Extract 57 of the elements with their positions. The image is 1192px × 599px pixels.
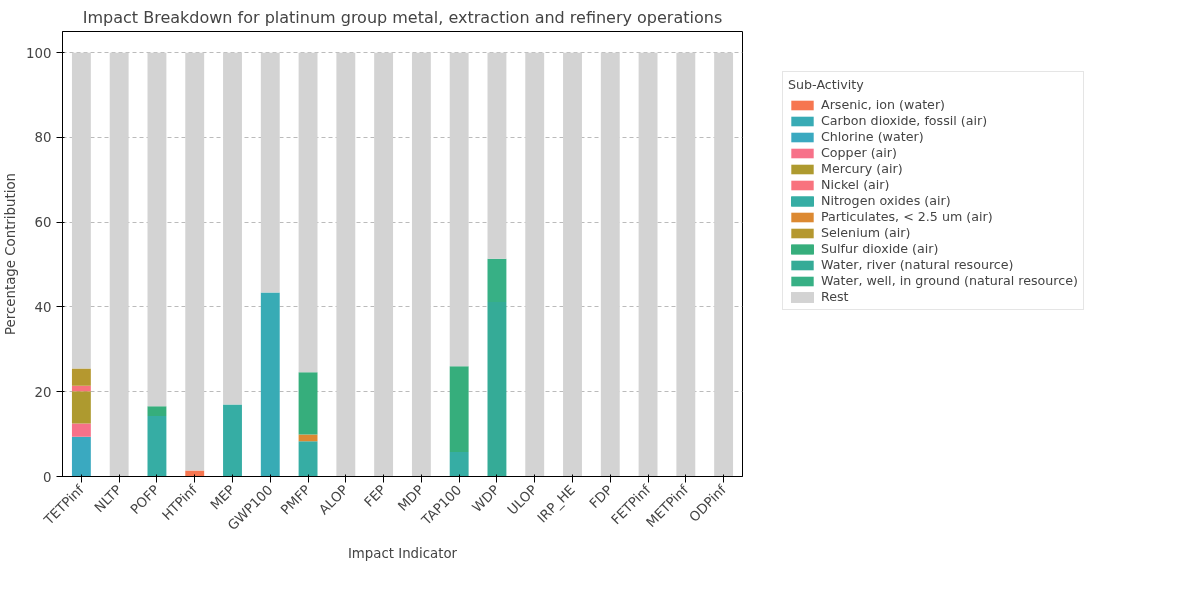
- bar: [374, 52, 394, 477]
- bar: [298, 441, 318, 477]
- bar: [147, 415, 167, 477]
- bar: [563, 52, 582, 477]
- bar: [449, 366, 469, 452]
- bar: [223, 52, 242, 405]
- bar: [600, 52, 620, 477]
- legend-label: Nitrogen oxides (air): [821, 193, 951, 208]
- bar: [71, 52, 91, 369]
- bar: [449, 451, 469, 477]
- y-tick-label: 40: [34, 299, 52, 315]
- bar: [298, 52, 318, 373]
- bar: [298, 372, 318, 435]
- y-tick-label: 20: [34, 384, 52, 400]
- bar: [487, 258, 507, 302]
- legend-title: Sub-Activity: [788, 77, 865, 92]
- x-tick-label: FEP: [361, 482, 389, 510]
- legend-label: Rest: [821, 289, 849, 304]
- bar: [71, 436, 91, 477]
- legend-label: Arsenic, ion (water): [821, 97, 946, 112]
- legend-label: Carbon dioxide, fossil (air): [821, 113, 988, 128]
- bar: [336, 52, 356, 477]
- y-tick-label: 60: [34, 215, 52, 231]
- bar: [147, 406, 167, 416]
- bar: [676, 52, 696, 477]
- bar: [638, 52, 658, 477]
- legend-label: Nickel (air): [821, 177, 890, 192]
- bar: [185, 52, 205, 471]
- y-tick-label: 100: [26, 45, 52, 61]
- y-tick-label: 80: [34, 130, 52, 146]
- legend-label: Water, well, in ground (natural resource): [821, 273, 1078, 288]
- bar: [411, 52, 431, 477]
- bar: [71, 368, 91, 386]
- legend-label: Copper (air): [821, 145, 898, 160]
- legend-label: Particulates, < 2.5 um (air): [821, 209, 993, 224]
- x-axis-title: Impact Indicator: [347, 546, 458, 562]
- bar: [525, 52, 545, 477]
- y-axis-title: Percentage Contribution: [3, 173, 19, 335]
- legend-label: Water, river (natural resource): [821, 257, 1014, 272]
- legend-label: Mercury (air): [821, 161, 903, 176]
- bar: [71, 385, 91, 392]
- bar: [487, 301, 507, 477]
- bar: [449, 52, 469, 367]
- y-tick-label: 0: [43, 469, 52, 485]
- bar: [223, 404, 242, 477]
- bar: [260, 292, 280, 477]
- legend-label: Sulfur dioxide (air): [821, 241, 939, 256]
- bar: [71, 423, 91, 437]
- bar: [71, 391, 91, 424]
- bar: [714, 52, 734, 477]
- legend-label: Selenium (air): [821, 225, 911, 240]
- bar: [260, 52, 280, 293]
- bar: [109, 52, 129, 477]
- bar: [147, 52, 167, 407]
- chart-title: Impact Breakdown for platinum group metal, extraction and refinery operations: [82, 7, 723, 27]
- legend-label: Chlorine (water): [821, 129, 924, 144]
- bar: [487, 52, 507, 259]
